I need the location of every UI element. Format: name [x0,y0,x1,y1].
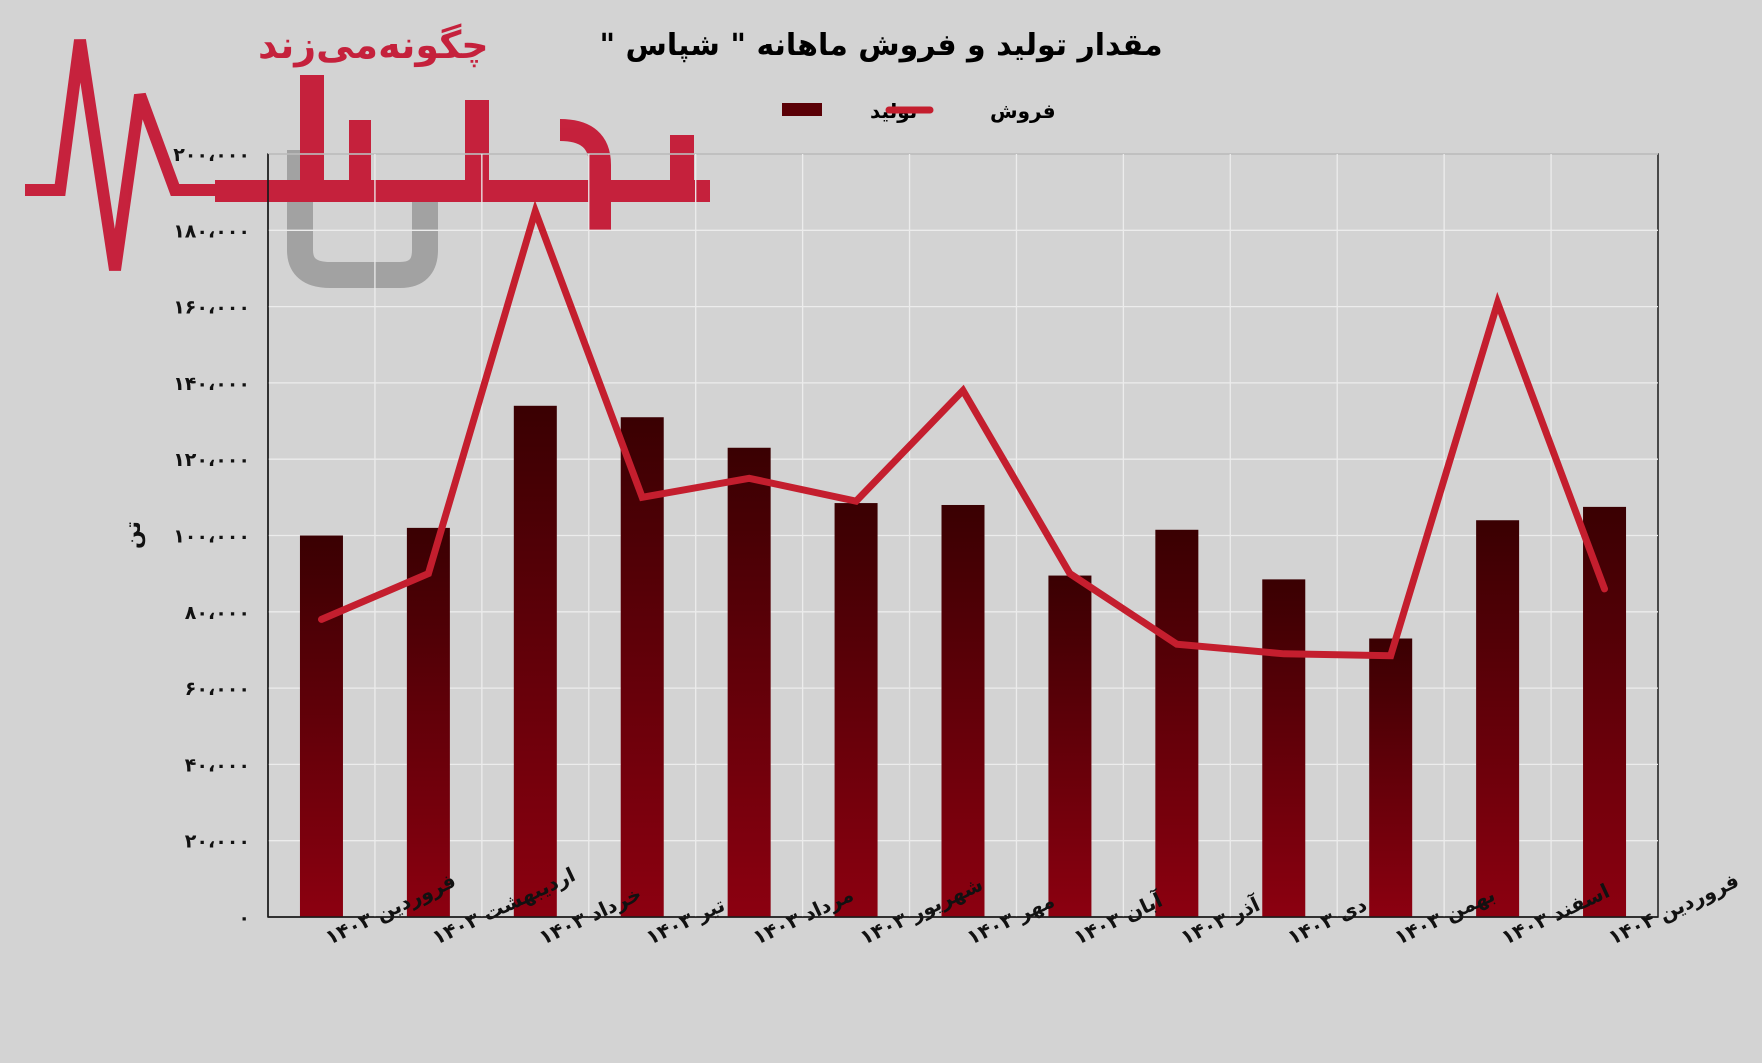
legend-label-sales: فروش [990,99,1056,123]
bar-production [1476,520,1520,917]
bar-production [406,527,450,917]
chart-title: مقدار تولید و فروش ماهانه " شپاس " [599,28,1162,63]
watermark-red-bar [215,180,710,202]
sales-point [1496,301,1499,304]
sales-point [534,210,537,213]
watermark-red-stroke-3 [670,135,694,195]
sales-point [748,477,751,480]
watermark-gray-shape [287,150,438,288]
legend-swatch-production [782,103,822,116]
production-bars [299,405,1627,917]
legend: تولید فروش [782,99,1056,123]
sales-point [1068,572,1071,575]
y-tick-label: ۸۰،۰۰۰ [185,602,250,624]
y-tick-label: ۱۸۰،۰۰۰ [173,220,250,242]
bar-production [1369,638,1413,917]
y-tick-label: ۱۴۰،۰۰۰ [173,373,250,395]
bar-production [1155,529,1199,917]
sales-point [1175,643,1178,646]
sales-point [1282,652,1285,655]
sales-point [962,389,964,392]
sales-point [1389,654,1392,657]
bar-production [727,447,771,917]
y-tick-label: ۲۰۰،۰۰۰ [173,144,250,166]
y-tick-label: ۱۲۰،۰۰۰ [173,449,250,471]
y-tick-label: ۴۰،۰۰۰ [185,754,250,776]
bar-production [834,503,878,917]
bar-production [513,405,557,917]
y-tick-label: ۱۰۰،۰۰۰ [173,526,250,548]
y-tick-label: ۶۰،۰۰۰ [185,678,250,700]
y-axis-ticks: ۰ ۲۰،۰۰۰ ۴۰،۰۰۰ ۶۰،۰۰۰ ۸۰،۰۰۰ ۱۰۰،۰۰۰ ۱۲۰،۰۰۰ ۱… [173,144,250,929]
bar-production [299,535,343,917]
sales-point [641,496,644,499]
y-axis-label: تن [121,521,146,549]
watermark-logo: چگونه‌می‌زند [25,23,710,288]
bar-production [1262,579,1306,917]
y-tick-label: ۰ [238,907,250,929]
y-tick-label: ۱۶۰،۰۰۰ [173,297,250,319]
sales-point [855,500,858,503]
watermark-red-curve [349,119,611,230]
bar-production [941,504,985,917]
sales-series [318,200,1608,660]
sales-point [320,618,323,621]
bar-production [1583,506,1627,917]
sales-point [427,572,430,575]
bar-production [1048,575,1092,917]
watermark-heartbeat-icon [25,39,300,271]
watermark-red-stroke-2 [465,100,489,190]
watermark-text: چگونه‌می‌زند [258,23,489,67]
watermark-red-stroke-1 [300,75,324,190]
y-tick-label: ۲۰،۰۰۰ [185,831,250,853]
sales-point [1603,587,1606,590]
